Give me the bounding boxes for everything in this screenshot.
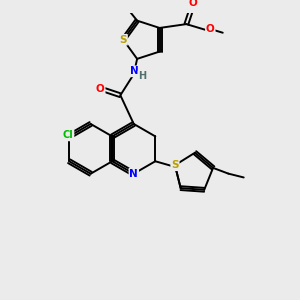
Text: O: O [96, 84, 105, 94]
Text: O: O [206, 24, 215, 34]
Text: H: H [138, 71, 146, 81]
Text: Cl: Cl [63, 130, 74, 140]
Text: O: O [189, 0, 197, 8]
Text: N: N [129, 169, 138, 179]
Text: S: S [171, 160, 179, 170]
Text: N: N [130, 66, 139, 76]
Text: S: S [119, 35, 127, 45]
